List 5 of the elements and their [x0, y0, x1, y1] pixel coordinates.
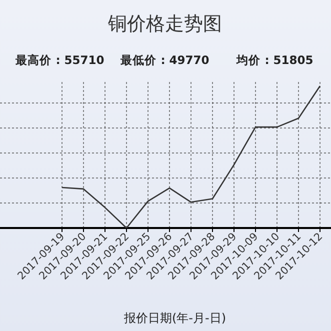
- annotation: 最高价 : 55710: [16, 53, 104, 67]
- annotation: 均价 : 51805: [236, 53, 314, 67]
- annotation: 最低价 : 49770: [120, 53, 210, 67]
- xlabel: 报价日期(年-月-日): [124, 311, 226, 325]
- title: 铜价格走势图: [108, 13, 222, 35]
